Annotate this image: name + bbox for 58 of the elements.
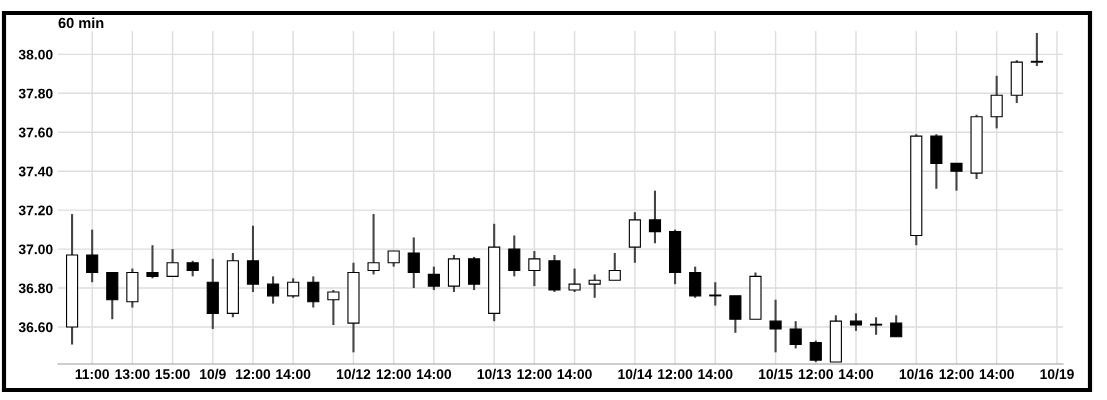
x-tick-label: 14:00 [979,369,1014,380]
x-tick-label: 10/13 [477,368,512,380]
x-tick-label: 10/14 [618,368,653,380]
y-tick-label: 37.20 [18,205,53,216]
candlestick [950,162,963,192]
candlestick [86,228,99,284]
candlestick [729,294,742,334]
x-tick-label: 12:00 [798,369,833,380]
x-tick-label: 14:00 [839,369,874,380]
candlestick [528,250,541,288]
candlestick [407,236,420,290]
candlestick [266,275,280,305]
candlestick [809,339,822,364]
x-tick-label: 14:00 [698,369,733,380]
chart-title: 60 min [58,17,104,29]
candlestick [287,277,300,299]
candlestick [990,74,1003,130]
x-tick-label: 13:00 [115,369,150,380]
candlestick [608,251,621,282]
x-tick-label: 15:00 [155,369,190,380]
x-tick-label: 11:00 [75,369,109,380]
candlestick [789,320,802,350]
candlestick [246,224,260,293]
candlestick [146,244,159,280]
x-tick-label: 10/16 [899,368,934,380]
y-tick-label: 37.40 [18,166,53,177]
candlestick [367,213,380,276]
candlestick [1030,31,1043,68]
y-tick-label: 37.60 [18,127,53,138]
candlestick [327,288,340,327]
x-tick-label: 10/12 [336,368,371,380]
candlestick [648,189,662,245]
candlestick [427,265,440,292]
candlestick [588,273,601,299]
x-tick-label: 14:00 [557,369,592,380]
x-tick-label: 14:00 [276,369,311,380]
candlestick [166,248,179,278]
x-tick-label: 12:00 [376,369,411,380]
candlestick [307,275,320,309]
x-tick-label: 14:00 [416,369,452,380]
x-tick-label: 12:00 [939,369,974,380]
candlestick [709,281,722,307]
candlestick [508,234,521,278]
candlestick [568,267,581,293]
y-tick-label: 38.00 [18,49,53,60]
x-tick-label: 10/19 [1040,368,1074,380]
x-tick-label: 12:00 [236,369,271,380]
y-tick-label: 36.80 [18,283,53,294]
candlestick [769,298,782,354]
x-tick-label: 12:00 [517,369,552,380]
x-tick-label: 10/15 [759,368,793,380]
y-tick-label: 36.60 [18,322,53,333]
x-tick-label: 12:00 [658,369,693,380]
x-tick-label: 10/9 [200,368,226,380]
y-tick-label: 37.80 [18,88,53,99]
y-tick-label: 37.00 [18,244,53,255]
candlestick [890,314,903,338]
candlestick [689,265,702,299]
